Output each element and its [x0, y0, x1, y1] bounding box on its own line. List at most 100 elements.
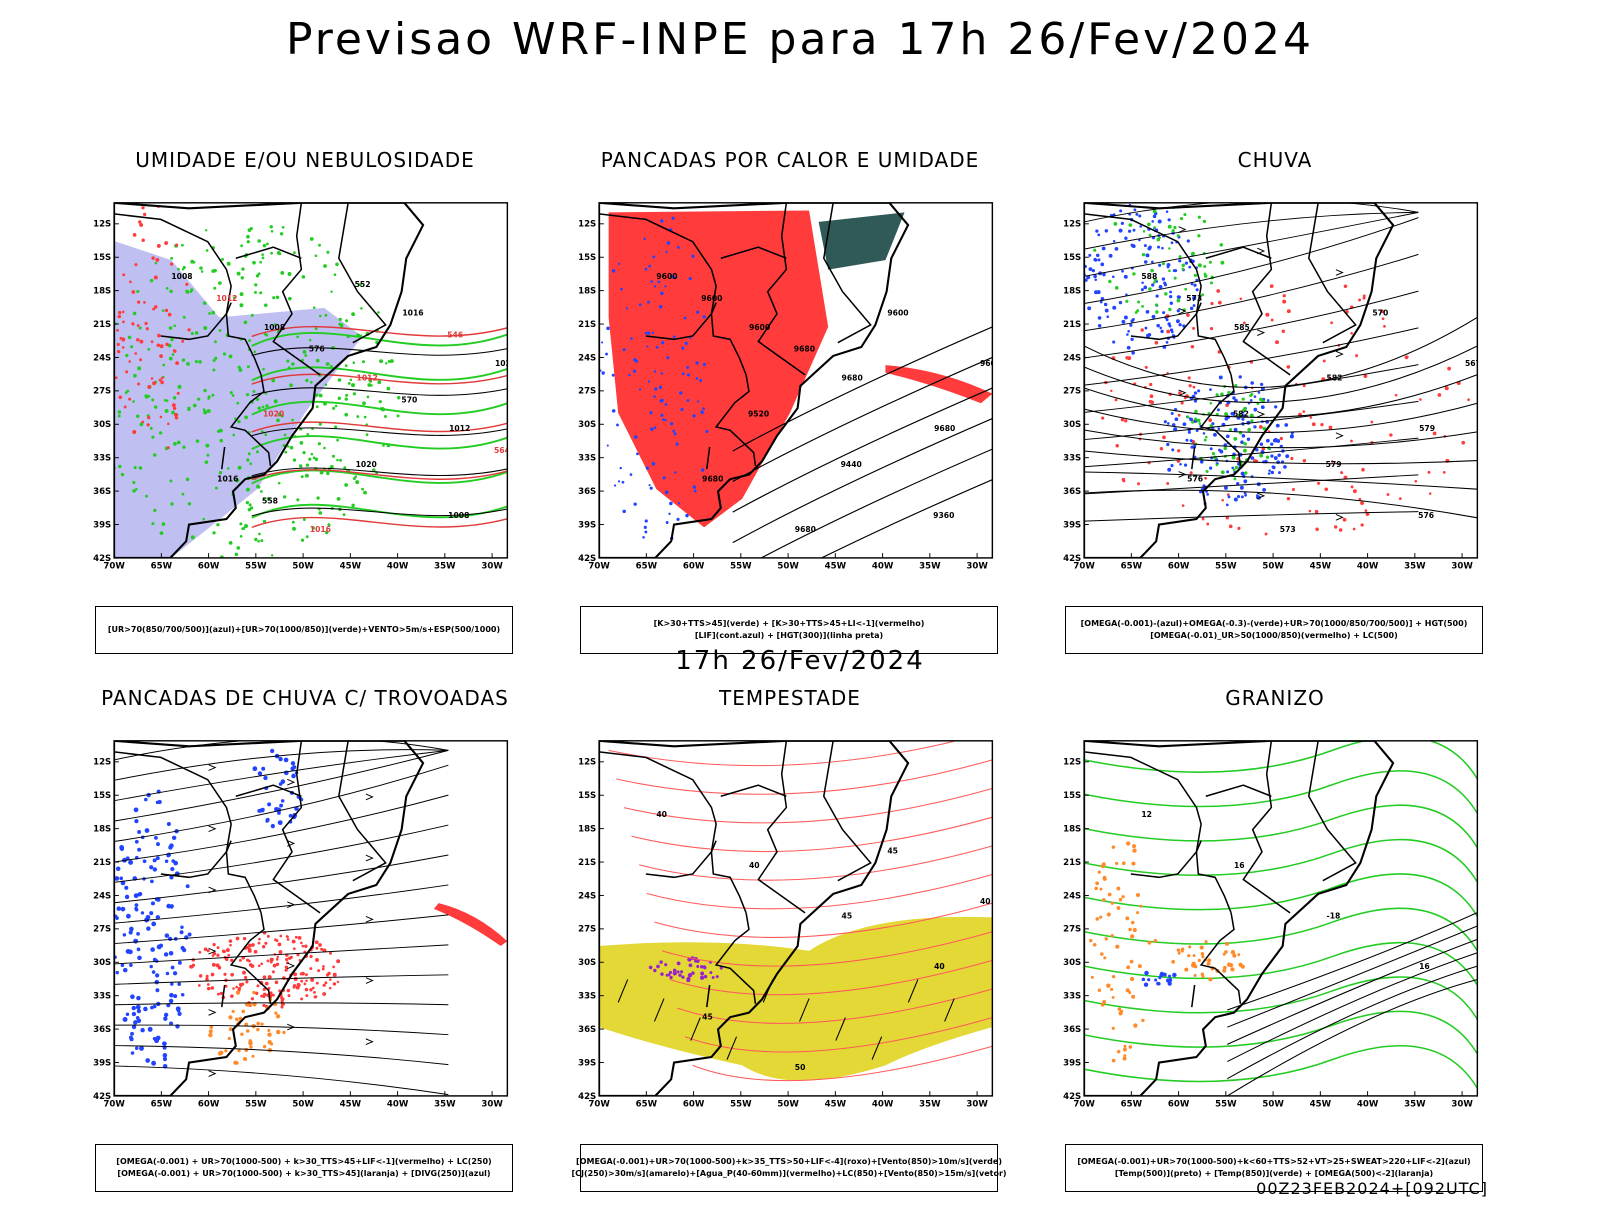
- humidity-low-levels-speck: [315, 358, 320, 363]
- omega-speck: [1144, 260, 1148, 264]
- streamline: [1084, 217, 1419, 304]
- omega-humidity-speck: [1432, 431, 1437, 436]
- divergence-speck: [257, 771, 263, 776]
- omega-humidity-speck: [1398, 497, 1402, 501]
- omega-strong-speck: [1259, 453, 1264, 458]
- thunderstorm-weak-speck: [238, 1016, 243, 1021]
- thickness-speck: [156, 343, 161, 348]
- lon-tick-label: 50W: [777, 1099, 799, 1109]
- state-border: [1205, 784, 1272, 798]
- omega-500-speck: [1128, 927, 1132, 932]
- thickness-contour: [251, 469, 508, 481]
- omega-humidity-speck: [1180, 401, 1184, 405]
- divergence-speck: [170, 965, 175, 970]
- omega-speck: [1274, 405, 1278, 409]
- humidity-low-levels-speck: [187, 406, 191, 411]
- panel-title: TEMPESTADE: [719, 686, 861, 710]
- contour-label: 579: [1419, 424, 1435, 433]
- thunderstorm-speck: [287, 994, 291, 998]
- divergence-speck: [122, 1016, 128, 1022]
- divergence-speck: [180, 925, 184, 929]
- omega-speck: [1190, 445, 1194, 449]
- omega-speck: [1225, 503, 1229, 507]
- humidity-low-levels-speck: [101, 378, 105, 382]
- panel-title: UMIDADE E/OU NEBULOSIDADE: [135, 148, 475, 172]
- lifted-index-contour: [643, 525, 647, 529]
- omega-humidity-speck: [1124, 419, 1128, 423]
- humidity-low-levels-speck: [273, 323, 277, 326]
- omega-humidity-speck: [1136, 482, 1141, 486]
- thunderstorm-speck: [205, 974, 209, 978]
- thunderstorm-speck: [315, 981, 319, 985]
- streamline-arrow: [208, 947, 217, 955]
- severe-storm-speck: [672, 971, 677, 976]
- humidity-low-levels-speck: [208, 312, 211, 315]
- omega-speck: [1088, 267, 1093, 272]
- divergence-speck: [169, 1021, 174, 1026]
- omega-humidity-speck: [1208, 418, 1213, 423]
- omega-humidity-speck: [1162, 435, 1166, 440]
- thunderstorm-weak-speck: [208, 1029, 213, 1034]
- omega-speck: [1219, 449, 1224, 454]
- omega-speck: [1097, 323, 1102, 328]
- thickness-speck: [128, 360, 131, 363]
- thickness-speck: [160, 376, 164, 380]
- pressure-isobar: [251, 347, 508, 357]
- height-contour: [732, 326, 993, 452]
- contour-label: 1012: [357, 373, 378, 382]
- height-contour: [732, 418, 993, 544]
- omega-speck: [1270, 454, 1274, 458]
- thunderstorm-speck: [271, 993, 275, 997]
- map-background: [114, 740, 508, 1096]
- humidity-low-levels-speck: [366, 395, 370, 399]
- omega-500-speck: [1106, 983, 1111, 988]
- omega-speck: [1259, 442, 1264, 446]
- divergence-speck: [163, 952, 169, 957]
- streamline-arrow: [365, 977, 374, 984]
- omega-speck: [1121, 269, 1124, 273]
- omega-speck: [1121, 319, 1126, 324]
- omega-500-speck: [1141, 1018, 1145, 1023]
- lat-tick-label: 36S: [93, 1025, 111, 1035]
- omega-humidity-speck: [1317, 481, 1321, 485]
- humidity-low-levels-speck: [132, 489, 136, 493]
- omega-strong-speck: [1147, 222, 1151, 227]
- omega-humidity-speck: [1101, 416, 1105, 420]
- divergence-speck: [162, 1053, 168, 1058]
- omega-speck: [1238, 375, 1242, 379]
- lifted-index-contour: [658, 305, 663, 309]
- omega-strong-speck: [1194, 409, 1198, 414]
- omega-speck: [1193, 297, 1197, 301]
- lifted-index-contour: [600, 341, 604, 344]
- omega-humidity-speck: [1225, 516, 1229, 520]
- omega-strong-speck: [1093, 248, 1097, 252]
- omega-speck: [1104, 229, 1109, 233]
- divergence-speck: [151, 921, 157, 927]
- thunderstorm-speck: [301, 971, 305, 976]
- humidity-low-levels-speck: [291, 418, 294, 422]
- severe-storm-speck: [680, 970, 684, 974]
- thunderstorm-speck: [292, 947, 296, 951]
- humidity-low-levels-speck: [351, 503, 355, 508]
- thickness-speck: [153, 275, 158, 280]
- contour-label: 1020: [263, 410, 284, 419]
- omega-speck: [1243, 479, 1248, 484]
- map-panel: PANCADAS POR CALOR E UMIDADE 9600 9600 9680…: [578, 148, 1000, 668]
- thickness-speck: [117, 310, 122, 315]
- humidity-low-levels-speck: [186, 361, 190, 366]
- lifted-index-contour: [665, 250, 668, 254]
- divergence-speck: [133, 807, 139, 813]
- divergence-speck: [155, 988, 160, 993]
- omega-humidity-speck: [1320, 422, 1324, 427]
- omega-speck: [1118, 228, 1123, 233]
- humidity-low-levels-speck: [204, 460, 209, 464]
- omega-speck: [1186, 239, 1190, 243]
- thunderstorm-speck: [246, 946, 250, 949]
- omega-strong-speck: [1243, 448, 1247, 453]
- humidity-low-levels-speck: [149, 278, 154, 283]
- legend-line: [OMEGA(-0.001)-(azul)+OMEGA(-0.3)-(verde…: [1080, 619, 1468, 628]
- omega-strong-speck: [1243, 442, 1247, 446]
- humidity-low-levels-speck: [258, 532, 261, 536]
- humidity-low-levels-speck: [205, 443, 210, 448]
- height-contour: [1084, 345, 1478, 403]
